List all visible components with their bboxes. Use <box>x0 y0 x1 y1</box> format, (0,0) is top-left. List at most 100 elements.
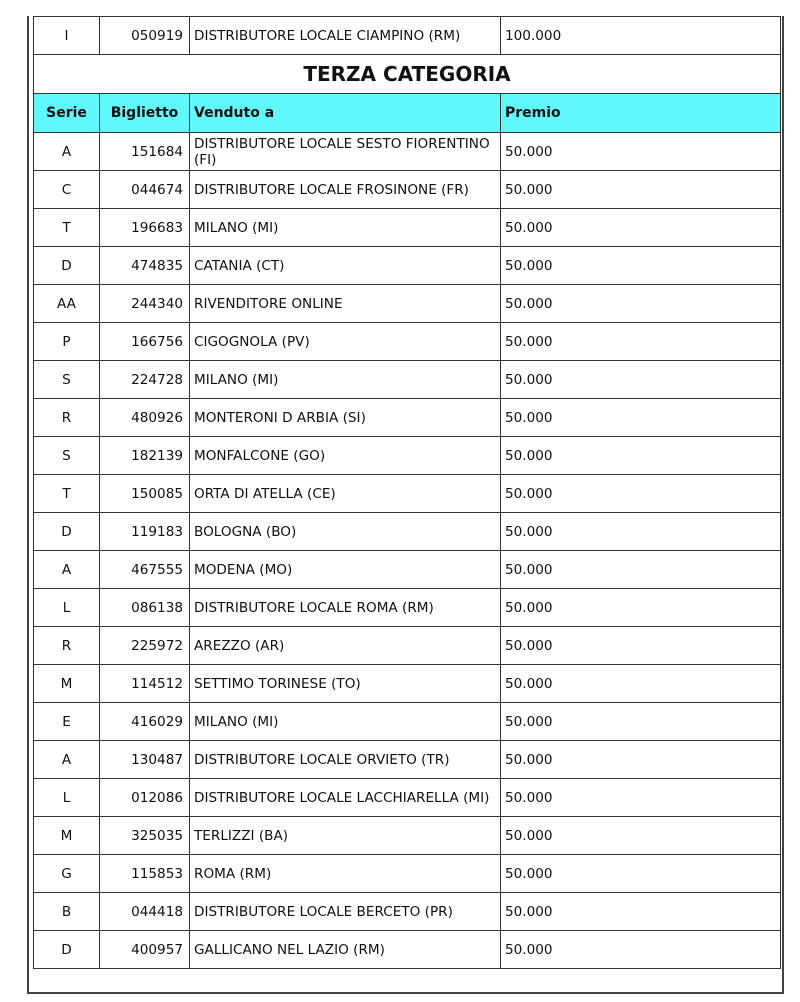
premio-cell: 50.000 <box>500 550 781 589</box>
venduto-a-cell: AREZZO (AR) <box>189 626 501 665</box>
table-row: M 325035 TERLIZZI (BA) 50.000 <box>33 816 781 855</box>
venduto-a-cell: DISTRIBUTORE LOCALE FROSINONE (FR) <box>189 170 501 209</box>
premio-cell: 50.000 <box>500 892 781 931</box>
venduto-a-cell: MONFALCONE (GO) <box>189 436 501 475</box>
serie-cell: D <box>33 512 100 551</box>
table-row: A 130487 DISTRIBUTORE LOCALE ORVIETO (TR) 5… <box>33 740 781 779</box>
biglietto-cell: 182139 <box>99 436 190 475</box>
venduto-a-cell: DISTRIBUTORE LOCALE SESTO FIORENTINO (FI… <box>189 132 501 171</box>
biglietto-cell: 151684 <box>99 132 190 171</box>
venduto-a-cell: MODENA (MO) <box>189 550 501 589</box>
serie-cell: D <box>33 246 100 285</box>
biglietto-cell: 400957 <box>99 930 190 969</box>
biglietto-cell: 044674 <box>99 170 190 209</box>
premio-cell: 50.000 <box>500 208 781 247</box>
venduto-a-cell: RIVENDITORE ONLINE <box>189 284 501 323</box>
venduto-a-cell: DISTRIBUTORE LOCALE LACCHIARELLA (MI) <box>189 778 501 817</box>
table-row: C 044674 DISTRIBUTORE LOCALE FROSINONE (FR… <box>33 170 781 209</box>
table-row: D 474835 CATANIA (CT) 50.000 <box>33 246 781 285</box>
serie-cell: R <box>33 398 100 437</box>
serie-cell: S <box>33 436 100 475</box>
serie-cell: M <box>33 816 100 855</box>
serie-cell: T <box>33 474 100 513</box>
premio-cell: 50.000 <box>500 132 781 171</box>
table-frame <box>27 16 784 994</box>
biglietto-cell: 050919 <box>99 16 190 55</box>
premio-cell: 50.000 <box>500 588 781 627</box>
biglietto-cell: 166756 <box>99 322 190 361</box>
venduto-a-cell: SETTIMO TORINESE (TO) <box>189 664 501 703</box>
serie-cell: P <box>33 322 100 361</box>
serie-cell: S <box>33 360 100 399</box>
table-row: R 480926 MONTERONI D ARBIA (SI) 50.000 <box>33 398 781 437</box>
premio-cell: 50.000 <box>500 512 781 551</box>
biglietto-cell: 086138 <box>99 588 190 627</box>
table-row: E 416029 MILANO (MI) 50.000 <box>33 702 781 741</box>
premio-cell: 50.000 <box>500 702 781 741</box>
biglietto-cell: 114512 <box>99 664 190 703</box>
biglietto-cell: 480926 <box>99 398 190 437</box>
table-header-row: Serie Biglietto Venduto a Premio <box>33 93 781 133</box>
venduto-a-cell: DISTRIBUTORE LOCALE ORVIETO (TR) <box>189 740 501 779</box>
serie-cell: M <box>33 664 100 703</box>
serie-cell: A <box>33 550 100 589</box>
venduto-a-cell: TERLIZZI (BA) <box>189 816 501 855</box>
venduto-a-cell: ORTA DI ATELLA (CE) <box>189 474 501 513</box>
serie-cell: L <box>33 778 100 817</box>
serie-cell: L <box>33 588 100 627</box>
prize-table: I 050919 DISTRIBUTORE LOCALE CIAMPINO (R… <box>33 16 781 969</box>
table-row: L 086138 DISTRIBUTORE LOCALE ROMA (RM) 50.0… <box>33 588 781 627</box>
biglietto-cell: 325035 <box>99 816 190 855</box>
serie-cell: A <box>33 132 100 171</box>
venduto-a-cell: DISTRIBUTORE LOCALE ROMA (RM) <box>189 588 501 627</box>
table-row: T 150085 ORTA DI ATELLA (CE) 50.000 <box>33 474 781 513</box>
premio-cell: 50.000 <box>500 778 781 817</box>
serie-cell: R <box>33 626 100 665</box>
table-row: B 044418 DISTRIBUTORE LOCALE BERCETO (PR) 5… <box>33 892 781 931</box>
section-title: TERZA CATEGORIA <box>33 54 781 94</box>
table-row: R 225972 AREZZO (AR) 50.000 <box>33 626 781 665</box>
premio-cell: 50.000 <box>500 626 781 665</box>
venduto-a-cell: CIGOGNOLA (PV) <box>189 322 501 361</box>
table-row: D 400957 GALLICANO NEL LAZIO (RM) 50.000 <box>33 930 781 969</box>
premio-cell: 100.000 <box>500 16 781 55</box>
biglietto-cell: 225972 <box>99 626 190 665</box>
premio-cell: 50.000 <box>500 170 781 209</box>
premio-cell: 50.000 <box>500 284 781 323</box>
biglietto-cell: 119183 <box>99 512 190 551</box>
serie-cell: C <box>33 170 100 209</box>
premio-cell: 50.000 <box>500 816 781 855</box>
serie-cell: E <box>33 702 100 741</box>
biglietto-cell: 130487 <box>99 740 190 779</box>
table-row: L 012086 DISTRIBUTORE LOCALE LACCHIARELLA … <box>33 778 781 817</box>
premio-cell: 50.000 <box>500 474 781 513</box>
serie-cell: A <box>33 740 100 779</box>
column-header-serie: Serie <box>33 93 100 133</box>
biglietto-cell: 474835 <box>99 246 190 285</box>
venduto-a-cell: MILANO (MI) <box>189 702 501 741</box>
column-header-premio: Premio <box>500 93 781 133</box>
venduto-a-cell: ROMA (RM) <box>189 854 501 893</box>
venduto-a-cell: DISTRIBUTORE LOCALE CIAMPINO (RM) <box>189 16 501 55</box>
section-title-row: TERZA CATEGORIA <box>33 54 781 94</box>
premio-cell: 50.000 <box>500 854 781 893</box>
table-row-previous: I 050919 DISTRIBUTORE LOCALE CIAMPINO (R… <box>33 16 781 55</box>
table-row: S 224728 MILANO (MI) 50.000 <box>33 360 781 399</box>
serie-cell: G <box>33 854 100 893</box>
serie-cell: I <box>33 16 100 55</box>
venduto-a-cell: DISTRIBUTORE LOCALE BERCETO (PR) <box>189 892 501 931</box>
biglietto-cell: 044418 <box>99 892 190 931</box>
premio-cell: 50.000 <box>500 398 781 437</box>
serie-cell: AA <box>33 284 100 323</box>
table-row: T 196683 MILANO (MI) 50.000 <box>33 208 781 247</box>
premio-cell: 50.000 <box>500 360 781 399</box>
premio-cell: 50.000 <box>500 664 781 703</box>
venduto-a-cell: MILANO (MI) <box>189 360 501 399</box>
venduto-a-cell: CATANIA (CT) <box>189 246 501 285</box>
table-row: A 151684 DISTRIBUTORE LOCALE SESTO FIORENT… <box>33 132 781 171</box>
table-row: D 119183 BOLOGNA (BO) 50.000 <box>33 512 781 551</box>
venduto-a-cell: GALLICANO NEL LAZIO (RM) <box>189 930 501 969</box>
table-row: G 115853 ROMA (RM) 50.000 <box>33 854 781 893</box>
table-row: A 467555 MODENA (MO) 50.000 <box>33 550 781 589</box>
venduto-a-cell: MONTERONI D ARBIA (SI) <box>189 398 501 437</box>
